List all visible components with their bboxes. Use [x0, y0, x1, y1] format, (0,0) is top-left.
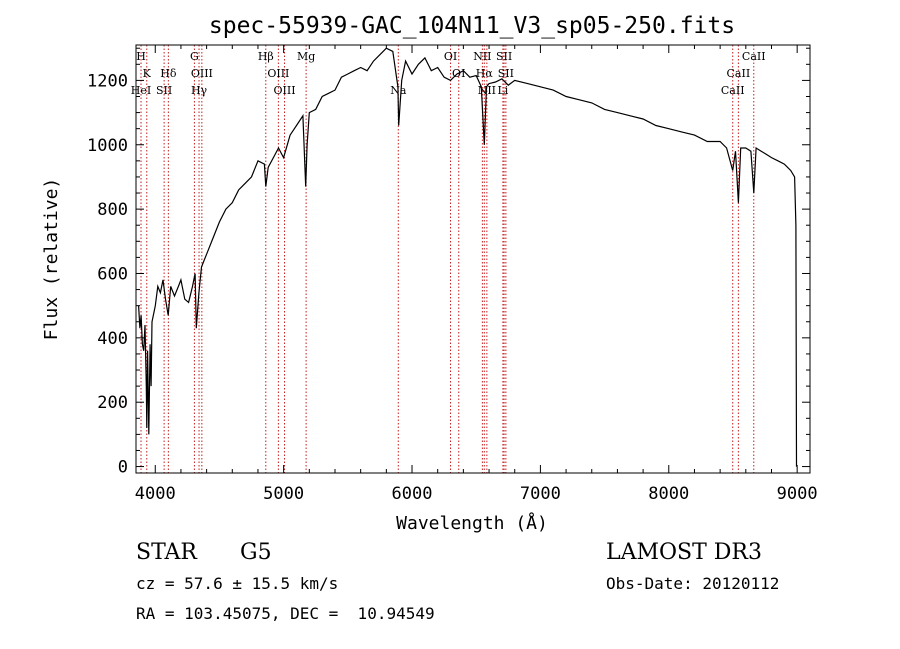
line-label-OIII: OIII	[267, 67, 289, 80]
y-tick-label: 1200	[87, 71, 128, 91]
x-tick-label: 5000	[263, 484, 304, 504]
line-label-Li: Li	[497, 84, 508, 97]
line-label-K: K	[143, 67, 152, 80]
object-class: STAR	[136, 540, 197, 565]
line-label-CaII: CaII	[742, 50, 766, 63]
line-label-OI: OI	[444, 50, 457, 63]
y-tick-label: 1000	[87, 136, 128, 156]
survey-name: LAMOST DR3	[606, 540, 762, 565]
line-label-NII: NII	[478, 84, 496, 97]
y-tick-label: 0	[118, 458, 128, 478]
x-tick-label: 9000	[777, 484, 818, 504]
line-label-HeI: HeI	[131, 84, 151, 97]
plot-frame	[135, 44, 811, 474]
y-tick-label: 800	[97, 200, 128, 220]
redshift-velocity: cz = 57.6 ± 15.5 km/s	[136, 574, 339, 593]
y-axis-label: Flux (relative)	[41, 178, 62, 341]
line-label-Hβ: Hβ	[258, 50, 274, 63]
axis-ticks: 4000 5000 6000 7000 8000 9000 0 200 400 600 800 100…	[87, 45, 818, 504]
chart-title: spec-55939-GAC_104N11_V3_sp05-250.fits	[209, 13, 735, 39]
line-label-SII: SII	[156, 84, 172, 97]
line-label-Mg: Mg	[297, 50, 315, 63]
x-tick-label: 8000	[648, 484, 689, 504]
line-label-OIII: OIII	[191, 67, 213, 80]
line-label-NII: NII	[473, 50, 491, 63]
observation-date: Obs-Date: 20120112	[606, 574, 780, 593]
y-tick-label: 400	[97, 329, 128, 349]
line-label-Hα: Hα	[476, 67, 494, 80]
line-label-G: G	[190, 50, 199, 63]
x-tick-label: 7000	[520, 484, 561, 504]
line-label-Na: Na	[390, 84, 407, 97]
line-label-Hδ: Hδ	[160, 67, 177, 80]
x-tick-label: 6000	[392, 484, 433, 504]
line-label-CaII: CaII	[727, 67, 751, 80]
line-label-H: H	[136, 50, 146, 63]
y-tick-label: 200	[97, 393, 128, 413]
y-tick-label: 600	[97, 264, 128, 284]
line-label-SII: SII	[498, 67, 514, 80]
line-label-OIII: OIII	[274, 84, 296, 97]
line-label-OI: OI	[452, 67, 465, 80]
ra-dec: RA = 103.45075, DEC = 10.94549	[136, 604, 435, 623]
line-label-Hγ: Hγ	[191, 84, 208, 97]
x-tick-label: 4000	[135, 484, 176, 504]
object-subclass: G5	[240, 540, 272, 565]
spectral-line-markers	[140, 45, 755, 473]
flux-series-line	[138, 47, 798, 467]
x-axis-label: Wavelength (Å)	[396, 512, 548, 534]
line-label-SII: SII	[496, 50, 512, 63]
line-label-CaII: CaII	[721, 84, 745, 97]
